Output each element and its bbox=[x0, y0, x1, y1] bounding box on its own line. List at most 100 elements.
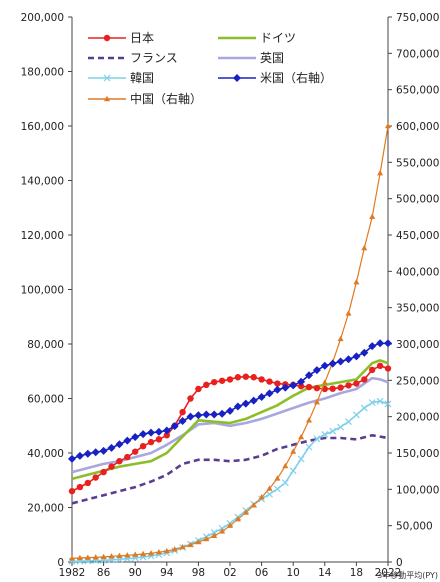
x-tick-label: 94 bbox=[160, 567, 174, 579]
series-point bbox=[345, 382, 352, 389]
x-tick-label: 2022 bbox=[375, 567, 402, 579]
series-point bbox=[234, 374, 242, 381]
y-right-tick-label: 550,000 bbox=[396, 157, 439, 169]
series-point bbox=[131, 433, 140, 442]
series-point bbox=[116, 552, 123, 559]
series-point bbox=[250, 374, 257, 381]
series-point bbox=[329, 427, 337, 435]
series-point bbox=[186, 412, 195, 421]
series-point bbox=[376, 339, 385, 348]
series-point bbox=[312, 366, 321, 375]
series-point bbox=[298, 433, 305, 440]
series-point bbox=[83, 449, 92, 458]
legend-label: ドイツ bbox=[260, 31, 296, 45]
series-point bbox=[233, 74, 241, 82]
series-point bbox=[226, 376, 234, 383]
series-point bbox=[368, 342, 377, 351]
series-point bbox=[345, 310, 352, 316]
y-right-tick-label: 200,000 bbox=[396, 412, 439, 424]
series-point bbox=[336, 357, 345, 366]
series-point bbox=[211, 532, 218, 539]
series-point bbox=[305, 443, 313, 451]
series-point bbox=[219, 528, 226, 534]
series-line bbox=[71, 359, 389, 481]
y-left-tick-label: 100,000 bbox=[21, 285, 64, 297]
x-tick-label: 98 bbox=[192, 567, 205, 579]
y-right-tick-label: 150,000 bbox=[396, 448, 439, 460]
series-point bbox=[103, 34, 111, 42]
series-line bbox=[71, 434, 389, 505]
series-point bbox=[376, 397, 384, 405]
series-point bbox=[155, 548, 162, 555]
y-left-tick-label: 120,000 bbox=[21, 230, 64, 242]
series-point bbox=[297, 455, 305, 463]
series-point bbox=[162, 426, 171, 435]
series-point bbox=[218, 409, 227, 418]
legend-item: フランス bbox=[88, 51, 178, 65]
series-point bbox=[266, 490, 273, 498]
series-point bbox=[187, 395, 194, 402]
x-tick-label: 1982 bbox=[59, 567, 86, 579]
series-point bbox=[154, 427, 163, 436]
series-point bbox=[305, 383, 313, 391]
series-point bbox=[257, 393, 266, 402]
legend-item: 日本 bbox=[88, 31, 154, 45]
series-point bbox=[297, 383, 305, 390]
series-point bbox=[353, 380, 360, 387]
series-point bbox=[116, 457, 123, 465]
x-tick-label: 14 bbox=[318, 567, 332, 579]
series-point bbox=[147, 428, 155, 437]
series-point bbox=[281, 479, 289, 487]
series-2 bbox=[71, 434, 389, 505]
series-point bbox=[249, 396, 258, 405]
series-point bbox=[384, 400, 392, 408]
series-point bbox=[242, 373, 249, 380]
series-point bbox=[321, 379, 328, 385]
series-point bbox=[234, 515, 241, 522]
x-tick-label: 90 bbox=[129, 567, 142, 579]
chart-note: 3年移動平均(PY) bbox=[377, 570, 438, 580]
series-point bbox=[369, 366, 376, 374]
series-point bbox=[258, 376, 265, 383]
series-point bbox=[273, 385, 282, 394]
series-point bbox=[361, 244, 368, 251]
series-point bbox=[69, 555, 75, 561]
y-left-tick-label: 40,000 bbox=[27, 448, 64, 460]
series-point bbox=[337, 423, 345, 431]
y-left-tick-label: 0 bbox=[57, 557, 64, 569]
series-point bbox=[328, 359, 337, 368]
y-right-tick-label: 250,000 bbox=[396, 375, 439, 387]
legend-label: フランス bbox=[130, 51, 178, 65]
series-point bbox=[132, 448, 139, 455]
series-point bbox=[179, 408, 186, 416]
y-right-tick-label: 300,000 bbox=[396, 339, 439, 351]
series-point bbox=[99, 446, 108, 455]
series-point bbox=[210, 410, 219, 419]
series-point bbox=[84, 554, 91, 560]
series-point bbox=[337, 384, 344, 391]
series-point bbox=[91, 448, 100, 457]
series-point bbox=[92, 554, 99, 560]
series-point bbox=[155, 436, 163, 443]
legend-label: 韓国 bbox=[130, 71, 154, 85]
series-point bbox=[178, 417, 187, 426]
series-point bbox=[163, 432, 170, 439]
axes: 0 20,000 40,000 60,000 80,000 100,000 120,000 1… bbox=[21, 12, 440, 579]
series-1 bbox=[71, 359, 389, 481]
legend-item: 中国（右軸） bbox=[88, 91, 202, 106]
series-point bbox=[76, 483, 84, 491]
series-point bbox=[68, 487, 76, 495]
series-point bbox=[163, 547, 170, 554]
legend-label: 中国（右軸） bbox=[130, 91, 202, 106]
series-point bbox=[321, 431, 329, 438]
series-point bbox=[147, 438, 155, 446]
series-point bbox=[384, 339, 392, 348]
x-tick-label: 18 bbox=[350, 567, 363, 579]
y-right-tick-label: 0 bbox=[396, 557, 403, 569]
series-point bbox=[124, 552, 131, 558]
y-right-tick-label: 400,000 bbox=[396, 266, 439, 278]
series-point bbox=[202, 410, 211, 419]
series-point bbox=[241, 399, 250, 408]
